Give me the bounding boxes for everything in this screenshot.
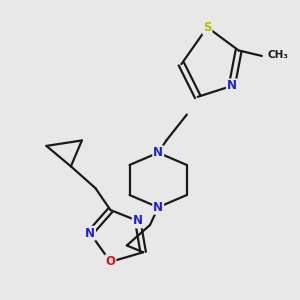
Text: N: N: [153, 201, 163, 214]
Text: N: N: [227, 80, 237, 92]
Text: S: S: [203, 21, 212, 34]
Text: CH₃: CH₃: [267, 50, 288, 59]
Text: N: N: [133, 214, 143, 227]
Text: N: N: [85, 227, 95, 240]
Text: O: O: [106, 255, 116, 268]
Text: N: N: [153, 146, 163, 159]
